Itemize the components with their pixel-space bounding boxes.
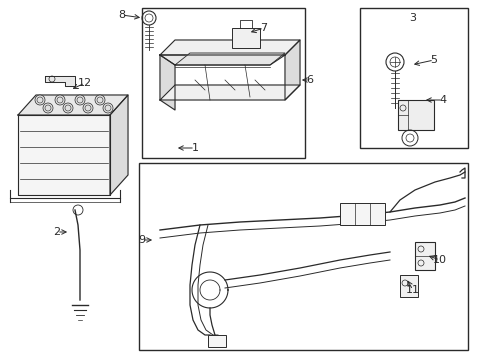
Text: 1: 1 [191, 143, 198, 153]
Bar [414, 242, 434, 270]
Polygon shape [18, 95, 128, 115]
Bar [207, 335, 225, 347]
Circle shape [63, 103, 73, 113]
Circle shape [43, 103, 53, 113]
Bar [397, 100, 433, 130]
Circle shape [103, 103, 113, 113]
Polygon shape [160, 55, 285, 65]
Circle shape [75, 95, 85, 105]
Text: 4: 4 [439, 95, 446, 105]
Bar [359, 8, 467, 148]
Polygon shape [160, 55, 175, 110]
Circle shape [35, 95, 45, 105]
Polygon shape [160, 85, 299, 100]
Bar [139, 163, 467, 350]
Polygon shape [110, 95, 128, 195]
Circle shape [95, 95, 105, 105]
Text: 5: 5 [429, 55, 437, 65]
Text: 10: 10 [432, 255, 446, 265]
Bar [339, 203, 384, 225]
Circle shape [55, 95, 65, 105]
Polygon shape [175, 53, 285, 65]
Text: 9: 9 [138, 235, 145, 245]
Text: 2: 2 [53, 227, 61, 237]
Text: 8: 8 [118, 10, 125, 20]
Polygon shape [18, 115, 110, 195]
Text: 11: 11 [405, 285, 419, 295]
Bar [142, 8, 305, 158]
Polygon shape [285, 40, 299, 100]
Bar [399, 275, 417, 297]
Bar [231, 28, 260, 48]
Text: 12: 12 [78, 78, 92, 88]
Circle shape [83, 103, 93, 113]
Polygon shape [45, 76, 75, 86]
Polygon shape [160, 40, 299, 55]
Text: 3: 3 [408, 13, 416, 23]
Text: 6: 6 [306, 75, 313, 85]
Text: 7: 7 [260, 23, 267, 33]
